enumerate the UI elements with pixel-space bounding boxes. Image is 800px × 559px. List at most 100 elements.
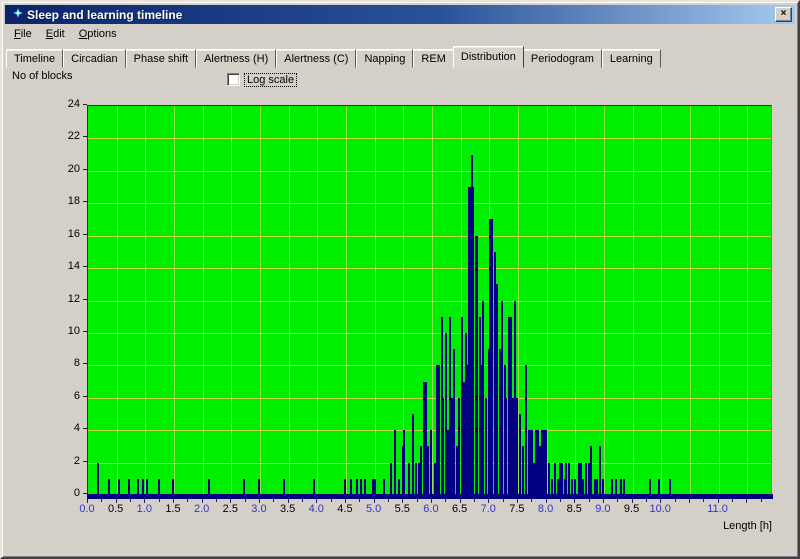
- y-tick-label: 0: [73, 487, 80, 499]
- histogram-bar: [435, 365, 440, 494]
- menu-item-file[interactable]: File: [14, 27, 32, 40]
- h-gridline: [88, 430, 771, 432]
- menu-item-edit[interactable]: Edit: [45, 27, 65, 40]
- histogram-bar: [312, 478, 315, 494]
- x-tick: [87, 499, 88, 503]
- x-tick-label: 0.5: [108, 503, 124, 515]
- close-button[interactable]: ×: [775, 7, 792, 22]
- histogram-bar: [545, 430, 548, 494]
- x-tick-label: 8.5: [566, 503, 582, 515]
- x-tick-label: 4.0: [308, 503, 324, 515]
- x-tick: [746, 499, 748, 503]
- histogram-bar: [611, 478, 614, 494]
- x-tick: [387, 499, 389, 502]
- x-tick: [488, 499, 490, 503]
- y-tick-label: 16: [67, 227, 80, 240]
- v-gridline: [517, 106, 519, 494]
- histogram-bar: [371, 478, 377, 494]
- log-scale-checkbox[interactable]: [227, 73, 240, 86]
- histogram-bar: [242, 478, 245, 494]
- x-tick: [144, 499, 146, 503]
- histogram-bar: [499, 349, 501, 494]
- tab-alertness-c[interactable]: Alertness (C): [276, 49, 357, 68]
- x-tick-label: 11.0: [707, 503, 728, 515]
- histogram-bar: [535, 430, 539, 494]
- tab-alertness-h[interactable]: Alertness (H): [196, 49, 277, 68]
- x-tick: [330, 499, 332, 502]
- histogram-bar: [527, 430, 530, 494]
- h-gridline: [88, 203, 771, 205]
- x-tick-label: 8.0: [537, 503, 554, 515]
- histogram-bar: [524, 365, 527, 494]
- x-tick: [717, 499, 719, 503]
- x-tick: [430, 499, 432, 503]
- histogram-bar: [457, 397, 460, 494]
- histogram-bar: [587, 462, 590, 494]
- h-gridline: [88, 365, 771, 367]
- x-tick: [660, 499, 662, 503]
- histogram-bar: [208, 478, 211, 494]
- x-tick: [215, 499, 217, 502]
- app-icon: [8, 8, 23, 22]
- log-scale-control[interactable]: Log scale: [227, 72, 298, 87]
- v-gridline: [546, 106, 548, 494]
- y-tick-label: 4: [73, 422, 80, 435]
- histogram-bar: [128, 478, 131, 494]
- histogram-bar: [442, 397, 445, 494]
- y-tick: [83, 428, 87, 430]
- histogram-bar: [456, 446, 458, 494]
- histogram-bar: [556, 478, 559, 494]
- v-gridline: [231, 106, 233, 494]
- tab-phase-shift[interactable]: Phase shift: [125, 49, 197, 68]
- tab-circadian[interactable]: Circadian: [63, 49, 126, 68]
- histogram-bar: [450, 397, 453, 494]
- histogram-bar: [157, 478, 160, 494]
- tab-napping[interactable]: Napping: [356, 49, 414, 68]
- x-tick: [645, 499, 647, 502]
- v-gridline: [689, 106, 691, 494]
- x-tick: [674, 499, 676, 502]
- y-tick-label: 14: [67, 260, 80, 273]
- histogram-bar: [440, 316, 443, 494]
- x-tick-label: 3.5: [279, 503, 296, 515]
- histogram-bar: [474, 235, 479, 494]
- tab-distribution[interactable]: Distribution: [452, 46, 524, 68]
- histogram-bar: [529, 430, 533, 494]
- tab-periodogram[interactable]: Periodogram: [522, 49, 602, 68]
- x-tick-label: 0.0: [79, 503, 95, 515]
- histogram-bar: [496, 284, 499, 494]
- v-gridline: [374, 106, 376, 494]
- v-gridline: [288, 106, 290, 494]
- h-gridline: [88, 268, 771, 270]
- menu-bar: File Edit Options: [5, 24, 795, 43]
- x-tick: [230, 499, 232, 503]
- menu-item-options[interactable]: Options: [78, 27, 117, 40]
- histogram-bar: [423, 381, 428, 494]
- v-gridline: [460, 106, 462, 494]
- histogram-bar: [468, 187, 474, 494]
- x-tick: [602, 499, 604, 503]
- x-tick: [502, 499, 504, 502]
- y-tick: [83, 104, 87, 105]
- h-gridline: [88, 332, 771, 334]
- y-tick-label: 20: [67, 162, 80, 175]
- histogram-bar: [548, 462, 551, 494]
- v-gridline: [173, 106, 175, 494]
- x-tick: [760, 499, 762, 502]
- x-tick: [473, 499, 475, 502]
- y-tick: [83, 298, 87, 300]
- y-tick-label: 24: [67, 98, 80, 110]
- x-tick: [373, 499, 375, 503]
- x-tick-label: 10.0: [649, 503, 671, 515]
- histogram-bar: [414, 462, 417, 494]
- tab-timeline[interactable]: Timeline: [6, 49, 64, 68]
- histogram-bar: [427, 446, 430, 494]
- tab-rem[interactable]: REM: [413, 49, 454, 68]
- x-tick: [531, 499, 533, 502]
- histogram-bar: [554, 462, 557, 494]
- v-gridline: [259, 106, 261, 494]
- histogram-bar: [615, 478, 618, 494]
- tab-learning[interactable]: Learning: [601, 49, 661, 68]
- x-tick: [129, 499, 131, 502]
- histogram-bar: [533, 462, 536, 494]
